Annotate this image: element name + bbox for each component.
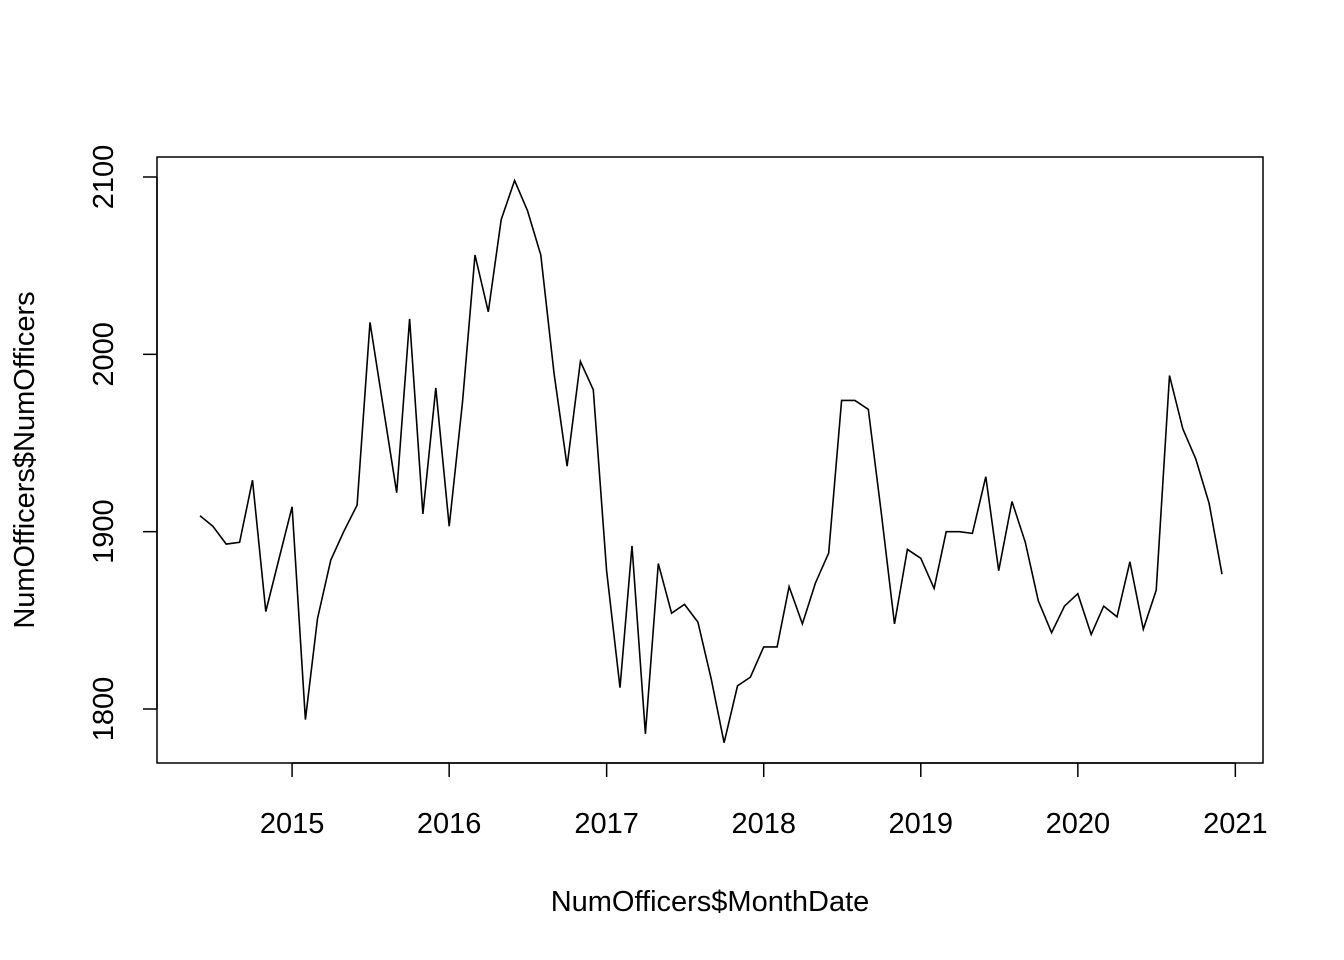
y-tick-label: 2000 (88, 322, 120, 387)
y-tick-label: 1800 (88, 677, 120, 742)
series-line (199, 178, 1223, 743)
y-axis-title: NumOfficers$NumOfficers (9, 291, 41, 628)
y-tick-label: 2100 (88, 145, 120, 210)
x-axis: 2015 2016 2017 2018 2019 2020 2021 (260, 762, 1268, 840)
x-tick-label: 2015 (260, 808, 325, 840)
x-tick-label: 2020 (1046, 808, 1111, 840)
x-tick-label: 2018 (731, 808, 796, 840)
data-points (198, 179, 1224, 745)
x-tick-label: 2021 (1203, 808, 1268, 840)
x-tick-label: 2016 (417, 808, 482, 840)
y-tick-label: 1900 (88, 499, 120, 564)
x-axis-title: NumOfficers$MonthDate (551, 886, 870, 918)
y-axis: 1800 1900 2000 2100 (88, 145, 158, 742)
x-tick-label: 2017 (574, 808, 639, 840)
x-tick-label: 2019 (889, 808, 954, 840)
